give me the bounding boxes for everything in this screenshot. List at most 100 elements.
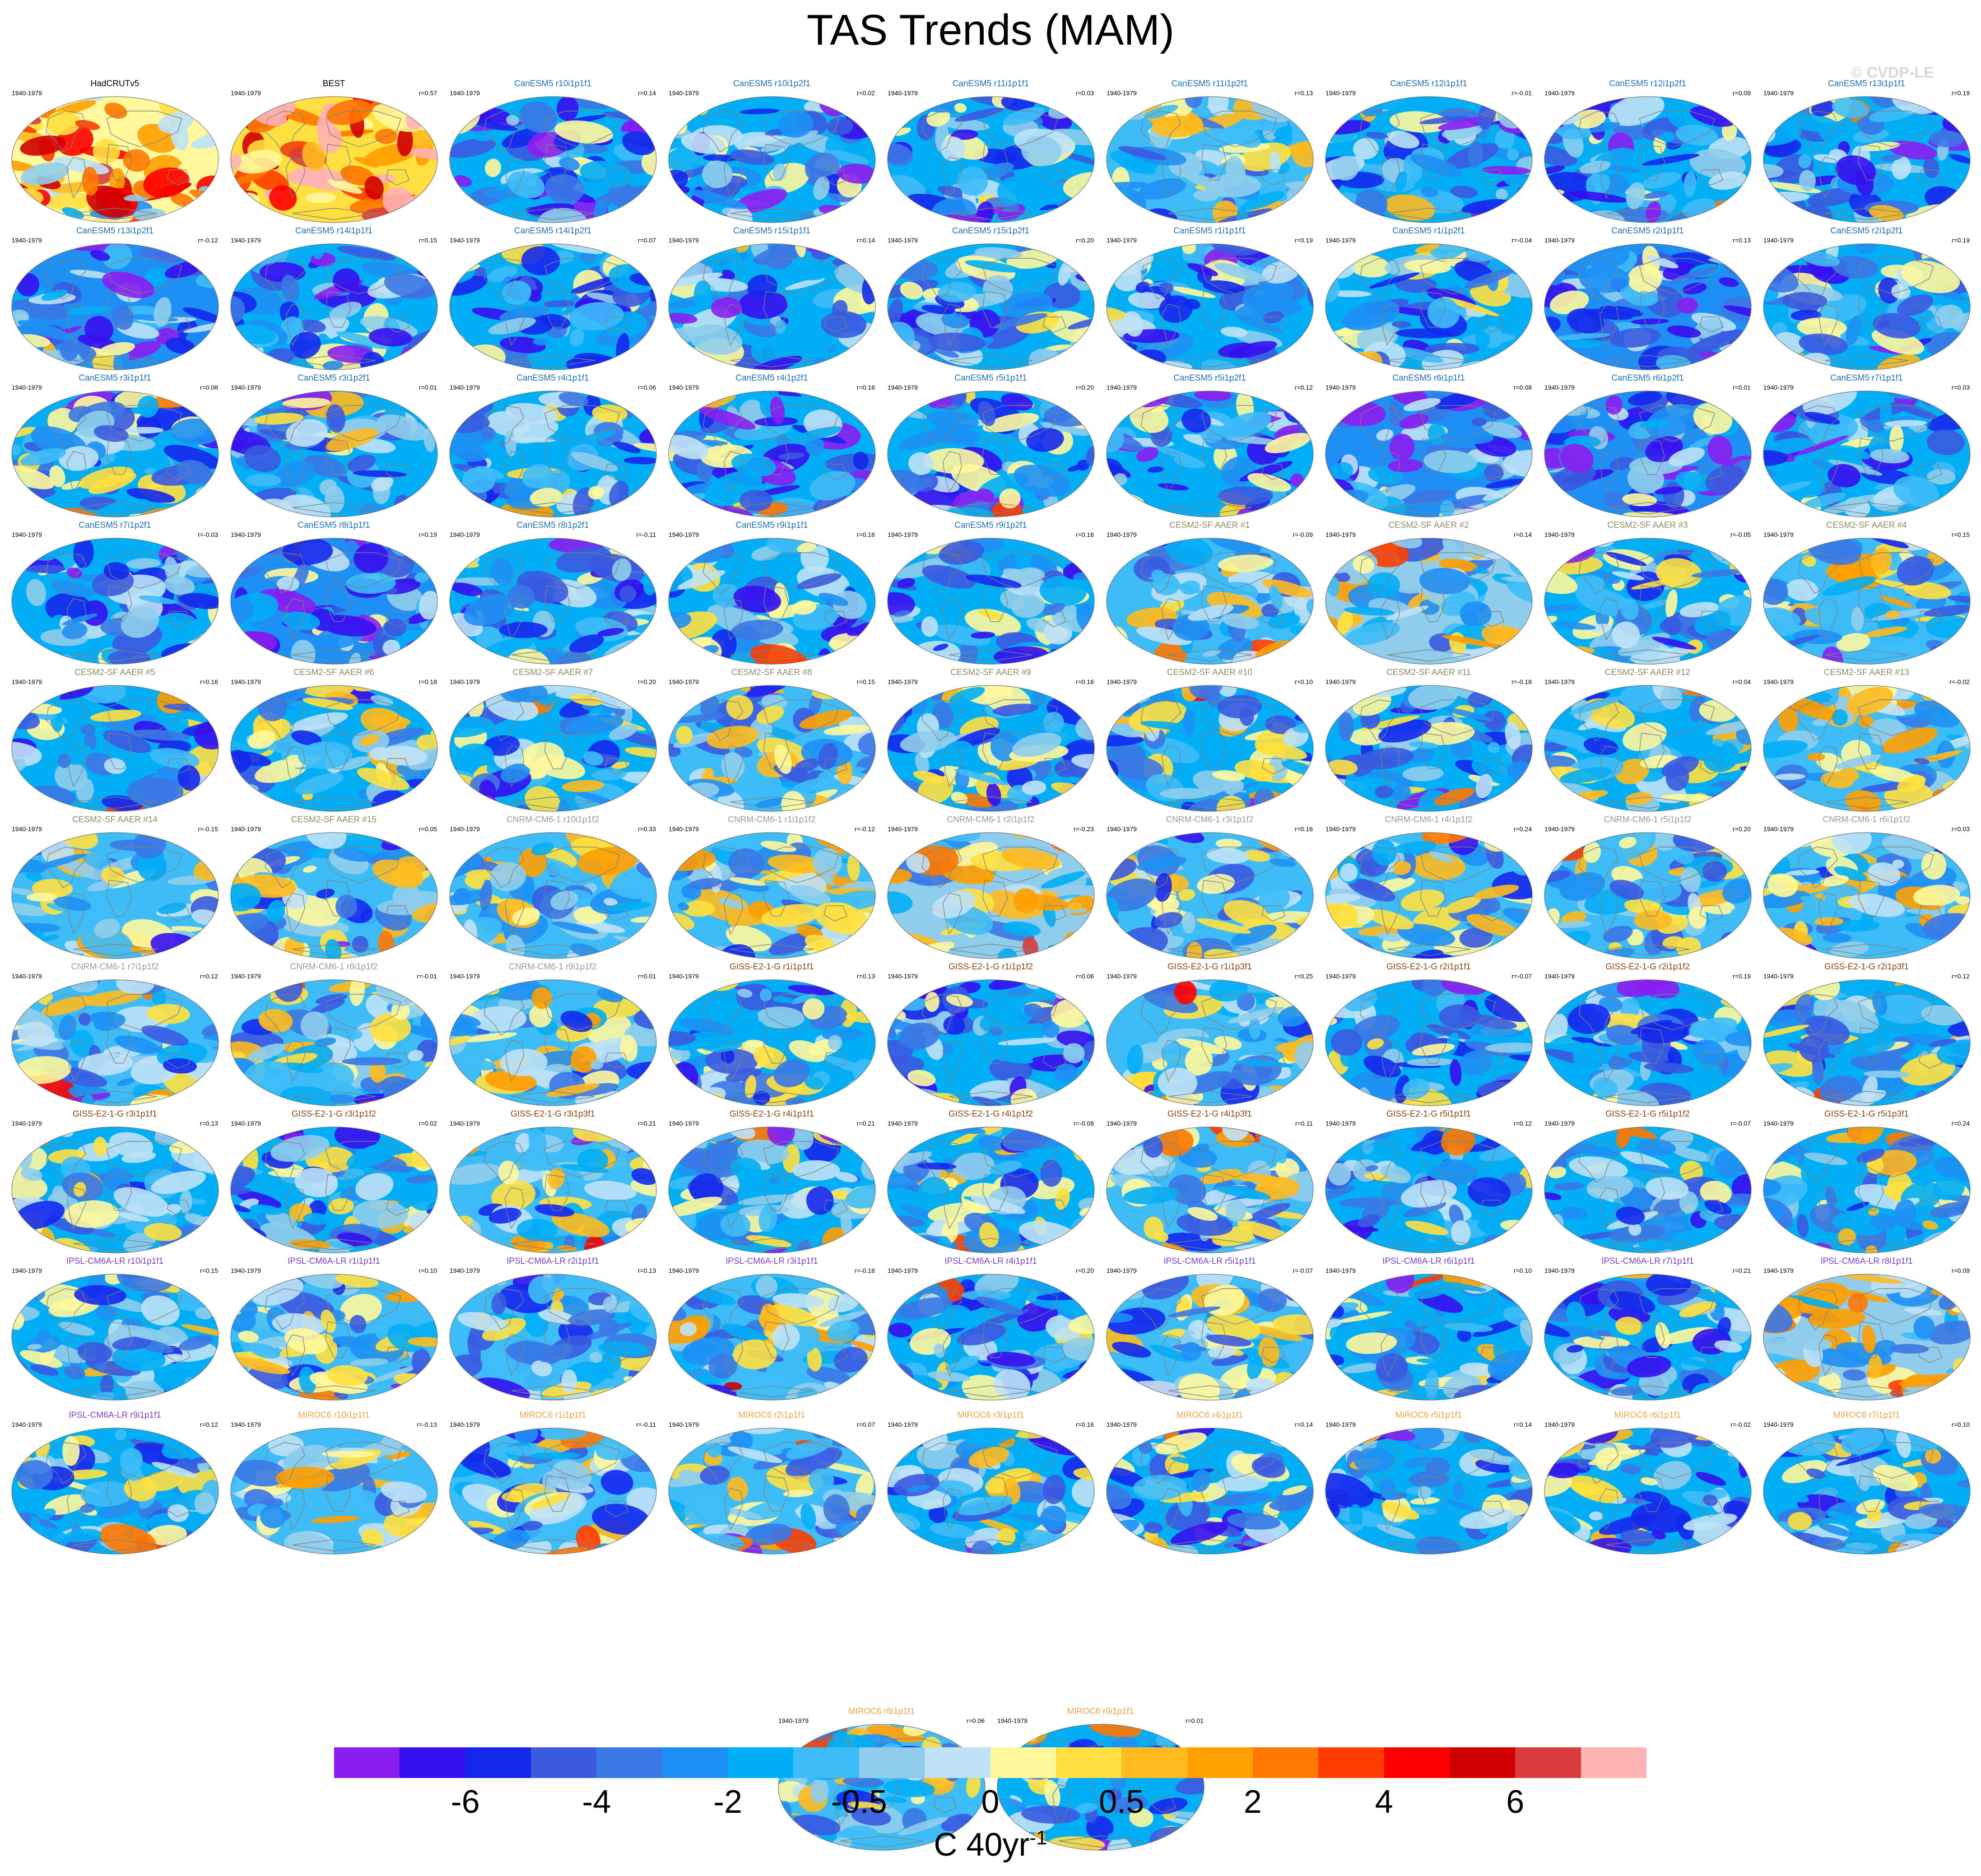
continent-outline [325,291,351,328]
trend-blob [88,472,136,494]
trend-blob [66,568,82,578]
trend-blob [352,597,369,611]
trend-blob [992,703,1039,716]
trend-blob [1327,399,1347,406]
panel-correlation: r=0.06 [637,384,656,391]
continent-outline [325,438,351,475]
panel-period: 1940-1979 [669,678,699,685]
trend-map [1106,685,1314,812]
panel-title: CanESM5 r8i1p2f1 [516,521,589,530]
trend-blob [965,609,1021,636]
continent-outline [46,258,87,300]
trend-blob [986,783,1001,806]
panel-title: BEST [322,79,345,88]
trend-blob [1763,538,1780,547]
continent-outline [544,405,620,442]
trend-blob [204,399,219,411]
continent-outline [730,208,814,220]
panel-title: CanESM5 r4i1p1f1 [516,373,589,383]
trend-map [1544,243,1752,370]
map-panel: CanESM5 r13i1p2f1 1940-1979 r=-0.12 [5,224,224,373]
continent-outline [1140,405,1181,447]
trend-blob [450,98,476,113]
panel-period: 1940-1979 [1107,384,1137,391]
continent-outline [544,552,620,589]
trend-blob [1631,578,1679,590]
trend-blob [499,306,549,321]
trend-blob [888,646,915,659]
trend-blob [1503,449,1532,477]
continent-outline [292,502,376,515]
trend-blob [580,251,596,264]
trend-blob [1241,191,1285,210]
trend-blob [126,488,176,503]
trend-blob [749,355,803,370]
trend-blob [1055,244,1094,260]
continent-outline [167,464,191,480]
panel-title: CanESM5 r11i1p1f1 [952,79,1029,88]
trend-blob [353,543,389,573]
trend-blob [456,577,507,586]
trend-blob [1834,445,1871,460]
map-panel: CanESM5 r5i1p1f1 1940-1979 r=0.20 [881,371,1100,520]
trend-blob [571,452,618,472]
trend-map [449,538,657,665]
trend-map [449,685,657,812]
map-border [11,538,219,665]
trend-blob [1475,331,1490,347]
trend-blob [978,609,1004,620]
trend-blob [893,127,911,136]
trend-blob [1878,277,1900,304]
trend-map [1325,979,1533,1106]
panel-correlation: r=0.14 [856,237,875,244]
continent-outline [823,464,848,480]
panel-correlation: r=-0.01 [1511,89,1532,97]
continent-outline [1599,451,1619,493]
panel-period: 1940-1979 [12,384,42,391]
trend-blob [405,793,437,811]
trend-blob [554,120,614,144]
trend-blob [143,167,189,198]
trend-blob [207,1096,219,1103]
trend-blob [1804,412,1840,425]
panel-title: CanESM5 r1i1p1f1 [1173,226,1246,236]
trend-blob [1159,282,1174,293]
trend-blob [458,743,494,764]
trend-blob [353,470,407,478]
trend-blob [857,782,875,809]
trend-blob [921,305,953,315]
trend-blob [781,791,806,811]
trend-blob [707,726,759,749]
trend-blob [676,726,693,745]
trend-blob [669,355,684,370]
continent-outline [504,451,525,493]
panel-title: CanESM5 r5i1p2f1 [1173,373,1246,383]
panel-period: 1940-1979 [1325,89,1356,97]
continent-outline [823,611,848,627]
trend-blob [1128,946,1142,959]
trend-blob [252,209,265,222]
map-panel: CESM2-SF AAER #6 1940-1979 r=0.18 [224,666,443,815]
trend-blob [1590,122,1620,133]
continent-outline [949,502,1033,515]
continent-outline [106,699,182,736]
trend-blob [450,988,469,1006]
trend-blob [1423,450,1478,474]
trend-blob [1946,686,1969,695]
continent-outline [1140,552,1181,594]
trend-blob [1798,154,1812,168]
continent-outline [106,144,132,181]
continent-outline [167,317,191,333]
trend-blob [1014,465,1071,497]
trend-blob [1136,626,1192,645]
trend-blob [1118,146,1167,160]
trend-blob [176,538,219,551]
trend-blob [286,419,328,447]
trend-blob [888,298,903,327]
map-border [1325,391,1533,517]
continent-outline [1918,464,1943,480]
trend-blob [982,413,1039,433]
continent-outline [66,598,87,641]
trend-blob [1499,510,1532,517]
trend-blob [1450,186,1478,199]
